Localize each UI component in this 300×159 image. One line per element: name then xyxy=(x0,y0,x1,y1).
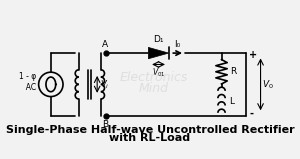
Polygon shape xyxy=(148,47,169,59)
Text: Mind: Mind xyxy=(139,82,169,95)
Text: R: R xyxy=(230,67,237,76)
Text: with RL-Load: with RL-Load xyxy=(110,133,190,143)
Text: L: L xyxy=(229,97,234,106)
Text: D₁: D₁ xyxy=(153,35,164,44)
Text: Electronics: Electronics xyxy=(120,71,188,84)
Text: $V_{01}$: $V_{01}$ xyxy=(152,67,165,79)
Text: I₀: I₀ xyxy=(175,40,181,49)
Text: $V_0$: $V_0$ xyxy=(262,78,274,91)
Text: A: A xyxy=(102,40,108,49)
Text: $V_i$: $V_i$ xyxy=(100,78,109,91)
Text: +: + xyxy=(249,50,257,60)
Text: B: B xyxy=(102,120,108,129)
Text: Single-Phase Half-wave Uncontrolled Rectifier: Single-Phase Half-wave Uncontrolled Rect… xyxy=(6,125,294,135)
Text: -: - xyxy=(249,109,253,119)
Text: 1 - φ
  AC: 1 - φ AC xyxy=(19,72,36,92)
